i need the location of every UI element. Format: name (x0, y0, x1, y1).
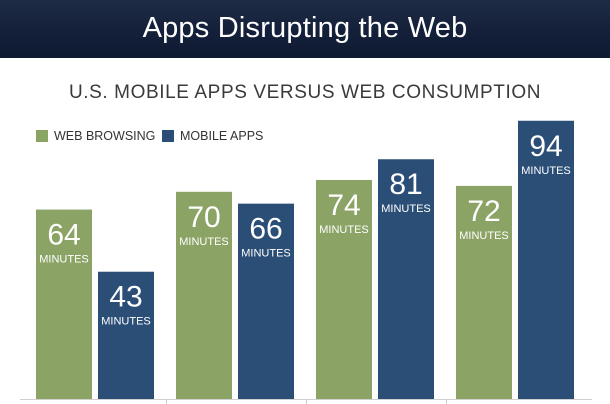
bar-unit-label: MINUTES (459, 230, 509, 242)
legend-label-web-browsing: WEB BROWSING (54, 129, 156, 143)
bar-value-label: 94 (529, 130, 562, 163)
bar-value-label: 81 (389, 168, 422, 201)
legend-swatch-mobile-apps (162, 130, 174, 142)
legend-label-mobile-apps: MOBILE APPS (180, 129, 264, 143)
bar-unit-label: MINUTES (381, 203, 431, 215)
legend-item-mobile-apps: MOBILE APPS (162, 129, 263, 143)
legend-swatch-web-browsing (36, 130, 48, 142)
bar-web-browsing-4 (456, 185, 512, 399)
bar-web-browsing-1 (36, 209, 92, 399)
bar-unit-label: MINUTES (319, 224, 369, 236)
bar-value-label: 70 (187, 201, 220, 234)
title-banner: Apps Disrupting the Web (0, 0, 610, 58)
bar-mobile-apps-1 (98, 271, 154, 399)
bar-value-label: 66 (249, 213, 282, 246)
bar-value-label: 72 (467, 195, 500, 228)
banner-title: Apps Disrupting the Web (142, 12, 468, 44)
chart-title: U.S. MOBILE APPS VERSUS WEB CONSUMPTION (68, 82, 542, 103)
bar-mobile-apps-4 (518, 120, 574, 399)
bar-web-browsing-3 (316, 179, 372, 399)
bar-value-label: 64 (47, 219, 80, 252)
bar-unit-label: MINUTES (101, 316, 151, 328)
legend-item-web-browsing: WEB BROWSING (36, 129, 155, 143)
bar-unit-label: MINUTES (39, 254, 89, 266)
bar-unit-label: MINUTES (241, 248, 291, 260)
bar-value-label: 43 (109, 281, 142, 314)
bar-unit-label: MINUTES (521, 165, 571, 177)
bar-unit-label: MINUTES (179, 236, 229, 248)
bar-mobile-apps-2 (238, 203, 294, 399)
bar-value-label: 74 (327, 189, 360, 222)
bar-web-browsing-2 (176, 191, 232, 399)
bar-mobile-apps-3 (378, 159, 434, 399)
